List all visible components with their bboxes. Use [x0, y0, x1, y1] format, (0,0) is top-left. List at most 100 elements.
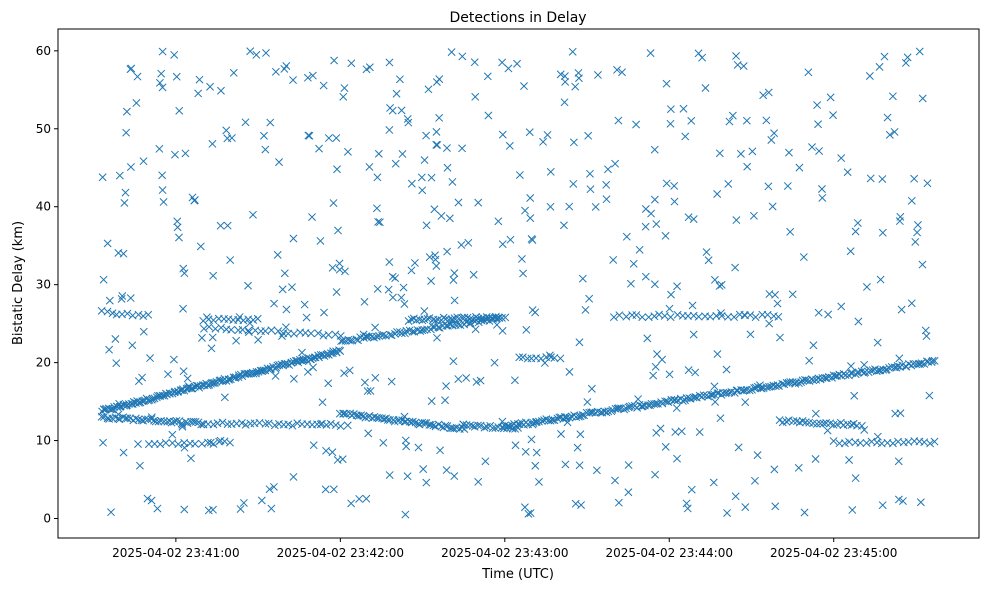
data-point [309, 441, 318, 450]
data-point [178, 420, 187, 429]
data-point [105, 296, 114, 305]
data-point [476, 421, 485, 430]
data-point [586, 185, 595, 194]
data-point [742, 116, 751, 125]
data-point [653, 350, 661, 359]
data-point [629, 259, 638, 268]
data-point [581, 305, 590, 314]
data-point [122, 128, 131, 137]
data-point [388, 293, 397, 302]
data-point [208, 139, 217, 148]
data-point [157, 69, 166, 78]
data-point [309, 363, 318, 372]
data-point [437, 212, 446, 220]
data-point [169, 355, 178, 364]
data-point [264, 365, 273, 374]
data-point [423, 325, 432, 334]
data-point [574, 68, 583, 77]
data-point [504, 64, 513, 73]
data-point [462, 421, 471, 430]
data-point [924, 357, 933, 366]
data-point [435, 75, 444, 84]
data-point [331, 330, 340, 339]
data-point [445, 214, 454, 223]
data-point [578, 274, 587, 283]
data-point [846, 369, 855, 378]
data-point [813, 101, 822, 110]
data-point [734, 443, 743, 452]
data-point [926, 439, 935, 448]
data-point [520, 82, 528, 91]
data-point [427, 397, 436, 406]
data-point [144, 310, 153, 319]
data-point [183, 374, 192, 383]
data-point [780, 380, 789, 389]
data-point [392, 89, 401, 98]
data-point [303, 367, 312, 376]
data-point [424, 85, 433, 94]
data-point [266, 118, 275, 127]
data-point [394, 415, 403, 424]
data-point [527, 234, 536, 243]
data-point [474, 421, 482, 430]
data-point [126, 294, 135, 303]
data-point [701, 84, 710, 92]
data-point [282, 305, 291, 314]
data-point [662, 79, 671, 88]
data-point [146, 354, 154, 363]
data-point [480, 423, 489, 432]
data-point [689, 311, 698, 320]
data-point [375, 218, 384, 227]
data-point [326, 419, 335, 428]
data-point [103, 239, 112, 248]
data-point [105, 345, 114, 354]
data-point [862, 439, 871, 447]
data-point [531, 461, 540, 470]
data-point [174, 440, 183, 449]
data-point [635, 245, 644, 254]
data-point [528, 420, 537, 429]
data-point [711, 397, 720, 406]
data-point [275, 158, 283, 167]
data-point [270, 299, 279, 308]
data-point [556, 70, 565, 79]
data-point [724, 312, 733, 321]
data-point [860, 425, 869, 434]
data-point [284, 329, 293, 338]
data-point [248, 210, 257, 219]
data-point [667, 290, 675, 299]
data-point [343, 421, 352, 430]
data-point [661, 397, 670, 406]
data-point [171, 387, 180, 396]
data-point [385, 258, 394, 266]
data-point [400, 329, 409, 338]
data-point [347, 59, 356, 68]
data-point [843, 168, 852, 177]
data-point [743, 162, 752, 171]
data-point [848, 506, 857, 514]
data-point [443, 163, 452, 172]
data-point [652, 428, 661, 437]
data-point [876, 275, 885, 284]
data-point [225, 375, 234, 384]
data-point [449, 276, 458, 284]
data-point [695, 428, 704, 436]
data-point [362, 65, 371, 74]
data-point [763, 310, 772, 319]
data-point [698, 53, 707, 62]
data-point [209, 379, 218, 388]
data-point [340, 84, 349, 92]
data-point [666, 313, 675, 322]
data-point [784, 148, 793, 157]
data-point [764, 182, 773, 191]
data-point [208, 333, 217, 342]
data-point [462, 374, 471, 382]
data-point [523, 354, 532, 363]
data-point [261, 145, 270, 154]
data-point [704, 256, 713, 265]
data-point [287, 358, 296, 367]
data-point [173, 223, 182, 232]
data-point [360, 297, 369, 306]
data-point [853, 219, 862, 227]
data-point [879, 365, 888, 374]
